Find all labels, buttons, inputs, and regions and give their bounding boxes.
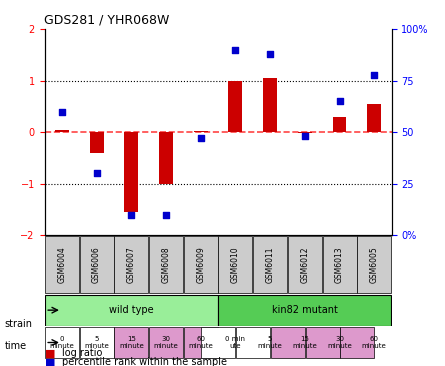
Text: 5
minute: 5 minute — [84, 336, 109, 349]
Bar — [332, 117, 347, 132]
Point — [128, 212, 135, 217]
Bar — [228, 81, 243, 132]
Bar — [298, 132, 312, 133]
FancyBboxPatch shape — [271, 327, 305, 358]
FancyBboxPatch shape — [114, 236, 148, 294]
Text: GSM6012: GSM6012 — [300, 246, 309, 283]
FancyBboxPatch shape — [184, 236, 218, 294]
Point — [301, 133, 308, 139]
Bar — [89, 132, 104, 153]
FancyBboxPatch shape — [218, 236, 252, 294]
FancyBboxPatch shape — [114, 327, 148, 358]
FancyBboxPatch shape — [45, 327, 79, 358]
FancyBboxPatch shape — [202, 327, 235, 358]
Bar — [55, 130, 69, 132]
FancyBboxPatch shape — [357, 236, 391, 294]
Point — [58, 109, 65, 115]
Text: GDS281 / YHR068W: GDS281 / YHR068W — [44, 14, 170, 27]
FancyBboxPatch shape — [80, 327, 113, 358]
Text: GSM6008: GSM6008 — [162, 246, 170, 283]
FancyBboxPatch shape — [340, 327, 374, 358]
FancyBboxPatch shape — [218, 295, 391, 326]
Point — [162, 212, 170, 217]
Point — [371, 72, 378, 78]
FancyBboxPatch shape — [306, 327, 340, 358]
FancyBboxPatch shape — [323, 236, 356, 294]
Text: percentile rank within the sample: percentile rank within the sample — [62, 357, 227, 366]
Text: GSM6006: GSM6006 — [92, 246, 101, 283]
FancyBboxPatch shape — [45, 236, 79, 294]
Text: GSM6013: GSM6013 — [335, 246, 344, 283]
Point — [267, 51, 274, 57]
Text: 5
minute: 5 minute — [258, 336, 283, 349]
FancyBboxPatch shape — [236, 327, 270, 358]
Bar — [194, 131, 208, 132]
Point — [232, 47, 239, 53]
Text: 60
minute: 60 minute — [362, 336, 387, 349]
Text: GSM6007: GSM6007 — [127, 246, 136, 283]
FancyBboxPatch shape — [80, 236, 113, 294]
FancyBboxPatch shape — [149, 236, 183, 294]
Text: 30
minute: 30 minute — [327, 336, 352, 349]
Text: GSM6004: GSM6004 — [57, 246, 66, 283]
Text: log ratio: log ratio — [62, 348, 103, 358]
Text: ■: ■ — [44, 348, 55, 358]
Bar — [124, 132, 138, 212]
Text: kin82 mutant: kin82 mutant — [272, 305, 338, 315]
Bar — [159, 132, 173, 184]
Text: GSM6005: GSM6005 — [370, 246, 379, 283]
Text: time: time — [4, 341, 27, 351]
Text: 15
minute: 15 minute — [119, 336, 144, 349]
Point — [93, 171, 100, 176]
Text: 30
minute: 30 minute — [154, 336, 178, 349]
FancyBboxPatch shape — [288, 236, 322, 294]
Text: GSM6011: GSM6011 — [266, 246, 275, 283]
Text: 60
minute: 60 minute — [188, 336, 213, 349]
Bar — [263, 78, 277, 132]
FancyBboxPatch shape — [149, 327, 183, 358]
Point — [336, 98, 343, 104]
Point — [197, 135, 204, 141]
FancyBboxPatch shape — [253, 236, 287, 294]
Text: 0 min
ute: 0 min ute — [226, 336, 245, 349]
Text: ■: ■ — [44, 357, 55, 366]
FancyBboxPatch shape — [45, 295, 218, 326]
Text: 0
minute: 0 minute — [49, 336, 74, 349]
Text: wild type: wild type — [109, 305, 154, 315]
Text: GSM6010: GSM6010 — [231, 246, 240, 283]
Text: strain: strain — [4, 319, 32, 329]
Text: 15
minute: 15 minute — [292, 336, 317, 349]
Text: GSM6009: GSM6009 — [196, 246, 205, 283]
FancyBboxPatch shape — [184, 327, 218, 358]
Bar — [367, 104, 381, 132]
